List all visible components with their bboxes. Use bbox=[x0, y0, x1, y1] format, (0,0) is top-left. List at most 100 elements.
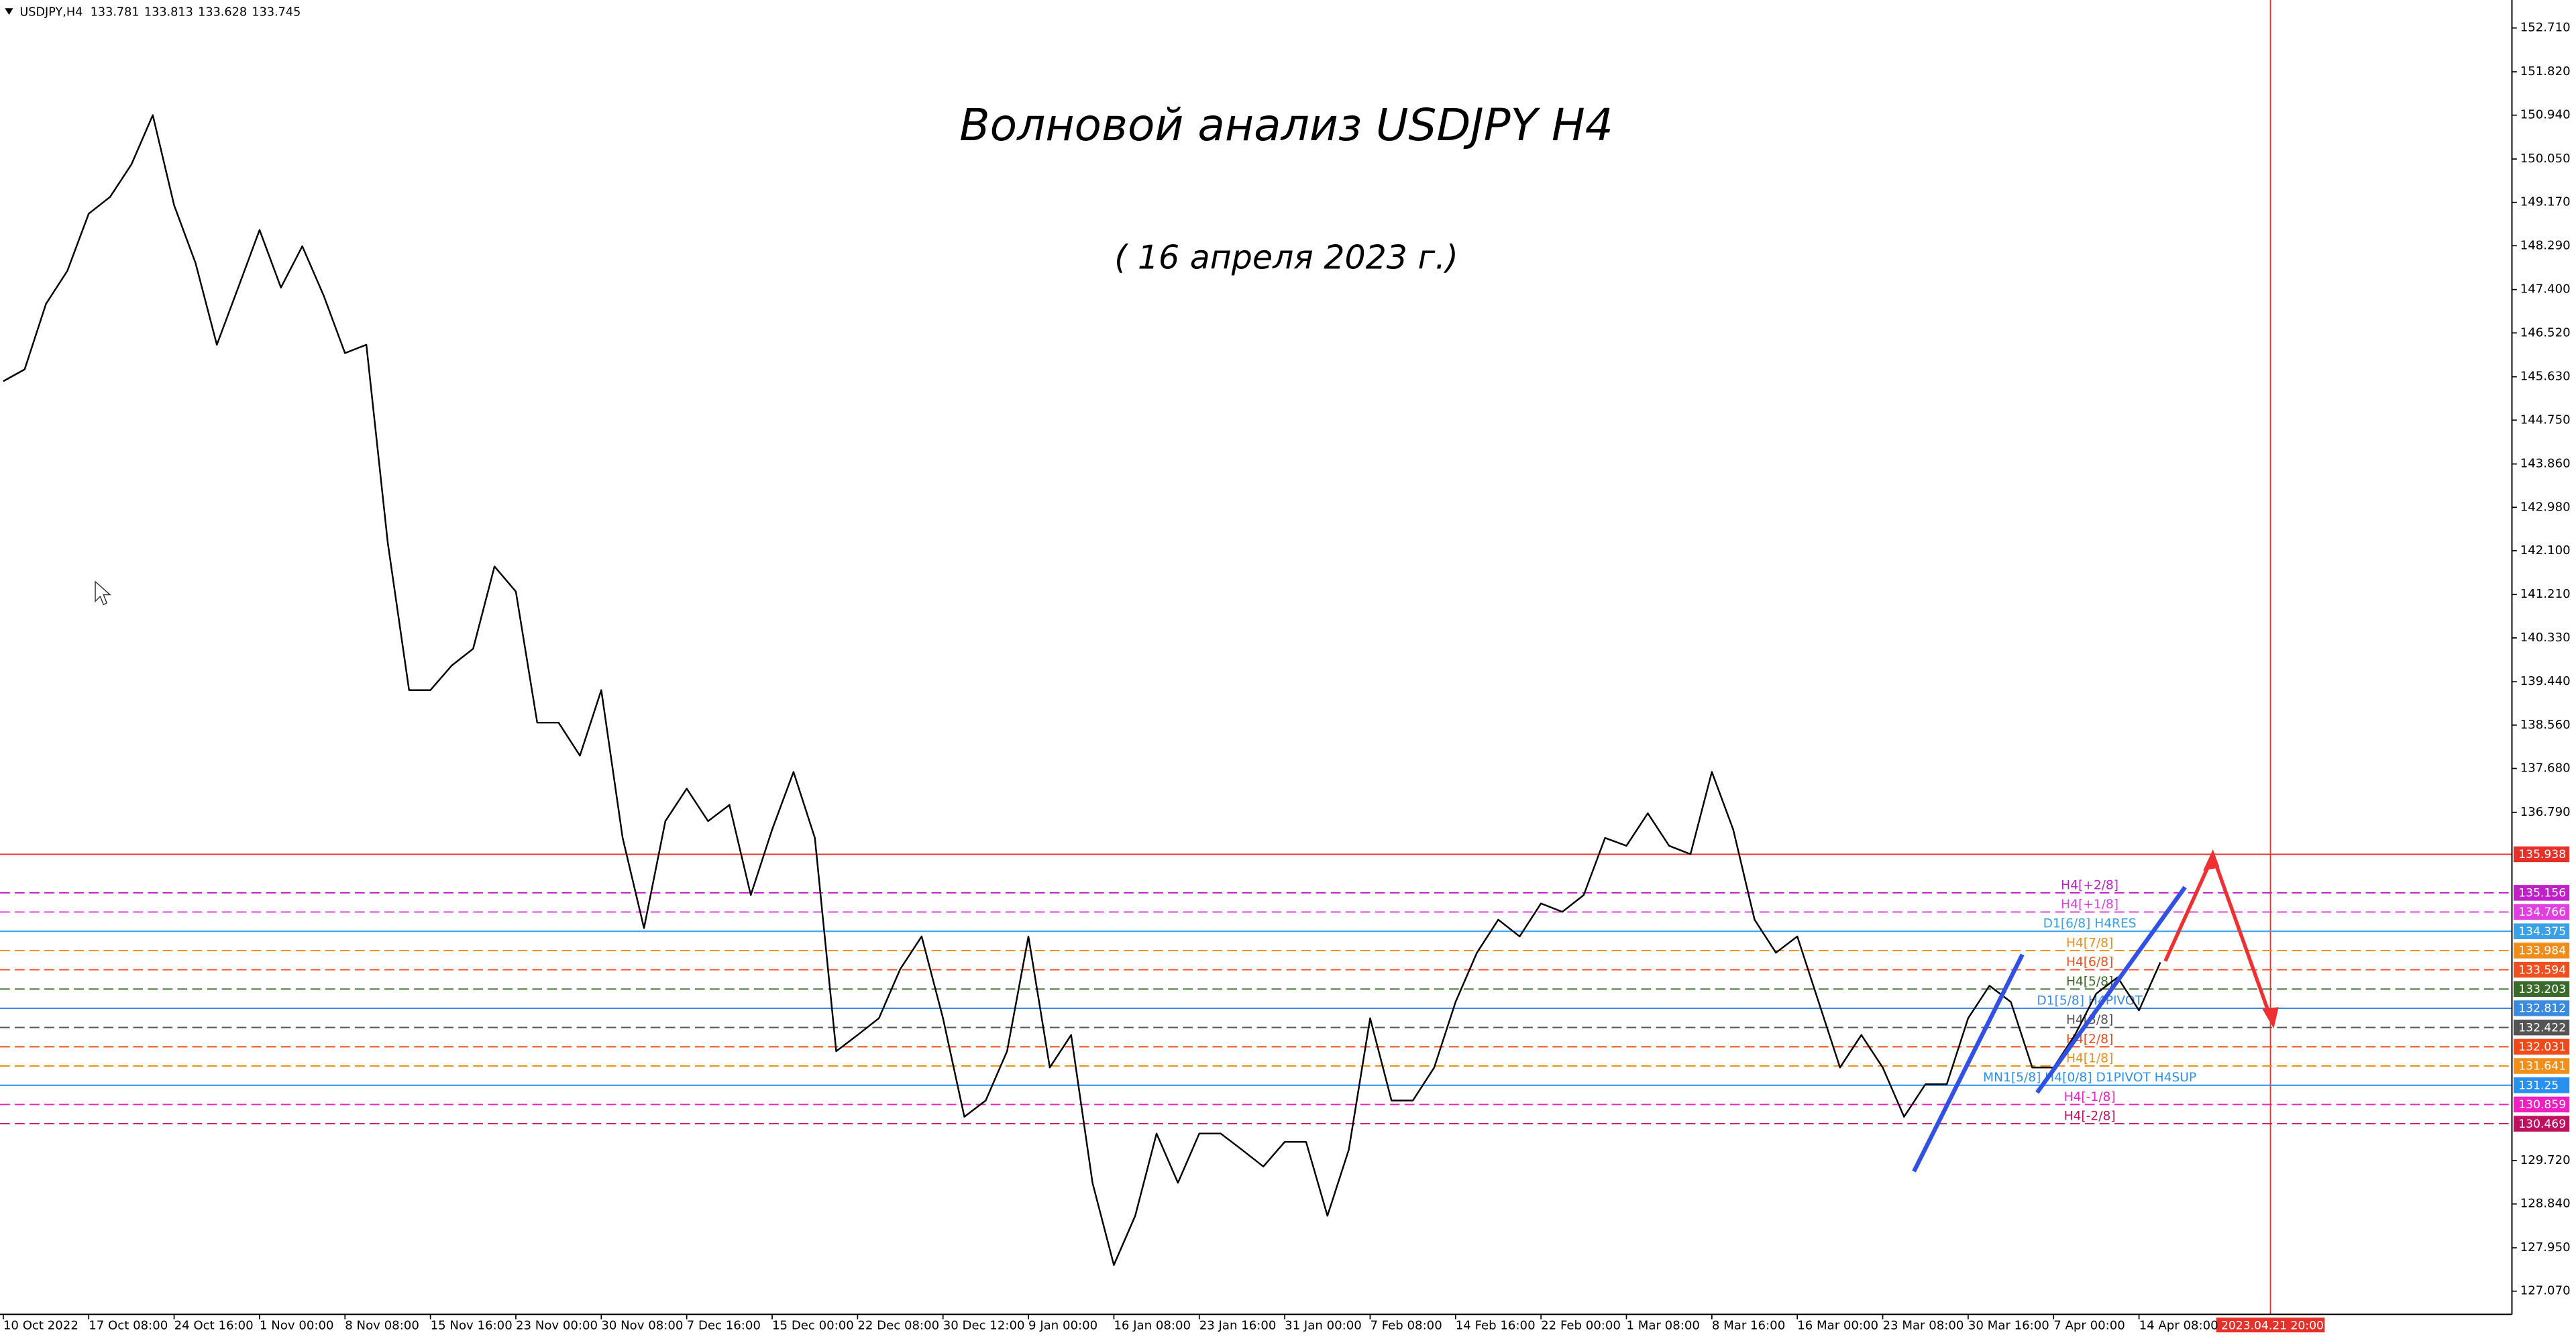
level-label: H4[-2/8] bbox=[2064, 1110, 2116, 1124]
level-box bbox=[2513, 904, 2570, 920]
level-box bbox=[2513, 1077, 2570, 1093]
y-tick-label: 128.840 bbox=[2520, 1197, 2571, 1211]
level-label: D1[6/8] H4RES bbox=[2043, 917, 2137, 931]
x-tick-label: 9 Jan 00:00 bbox=[1028, 1318, 1097, 1332]
x-tick-label: 7 Dec 16:00 bbox=[687, 1318, 761, 1332]
level-label: H4[-1/8] bbox=[2064, 1090, 2116, 1104]
y-tick-label: 150.050 bbox=[2520, 152, 2571, 166]
y-tick-label: 140.330 bbox=[2520, 631, 2571, 645]
chart-title: Волновой анализ USDJPY H4 bbox=[959, 99, 1613, 151]
symbol: USDJPY,H4 bbox=[19, 5, 83, 19]
level-box bbox=[2513, 1116, 2570, 1132]
x-tick-label: 22 Dec 08:00 bbox=[857, 1318, 939, 1332]
level-box-label: 131.641 bbox=[2518, 1060, 2566, 1073]
y-tick-label: 152.710 bbox=[2520, 21, 2571, 35]
chart-subtitle: ( 16 апреля 2023 г.) bbox=[1114, 238, 1458, 276]
level-box-label: 135.938 bbox=[2518, 848, 2566, 861]
level-box-label: 135.156 bbox=[2518, 887, 2566, 900]
level-box-label: 130.859 bbox=[2518, 1098, 2566, 1112]
trend-line bbox=[1912, 953, 2025, 1173]
x-tick-label: 17 Oct 08:00 bbox=[89, 1318, 168, 1332]
level-box-label: 133.984 bbox=[2518, 945, 2566, 958]
y-tick-label: 127.070 bbox=[2520, 1284, 2571, 1298]
level-label: H4[5/8] bbox=[2066, 975, 2113, 989]
ohlc-value: 133.781 bbox=[91, 5, 140, 19]
x-tick-label: 30 Mar 16:00 bbox=[1968, 1318, 2049, 1332]
x-tick-label: 31 Jan 00:00 bbox=[1285, 1318, 1362, 1332]
level-label: D1[5/8] H4PIVOT bbox=[2037, 994, 2143, 1008]
y-tick-label: 138.560 bbox=[2520, 718, 2571, 732]
level-box-label: 134.375 bbox=[2518, 925, 2566, 939]
x-tick-label: 15 Dec 00:00 bbox=[772, 1318, 854, 1332]
x-tick-label: 23 Nov 00:00 bbox=[516, 1318, 598, 1332]
level-box bbox=[2513, 846, 2570, 863]
time-marker-box bbox=[2216, 1318, 2325, 1333]
x-tick-label: 30 Nov 08:00 bbox=[601, 1318, 683, 1332]
plot bbox=[3, 114, 2161, 1267]
level-label: MN1[5/8] H4[0/8] D1PIVOT H4SUP bbox=[1983, 1071, 2196, 1085]
ohlc-value: 133.628 bbox=[198, 5, 247, 19]
y-tick-label: 142.100 bbox=[2520, 543, 2571, 557]
x-tick-label: 7 Apr 00:00 bbox=[2053, 1318, 2125, 1332]
ohlc-value: 133.745 bbox=[252, 5, 301, 19]
x-tick-label: 1 Nov 00:00 bbox=[260, 1318, 334, 1332]
level-box bbox=[2513, 1038, 2570, 1055]
x-tick-label: 8 Nov 08:00 bbox=[345, 1318, 419, 1332]
arrow-head bbox=[2203, 849, 2220, 871]
y-tick-label: 139.440 bbox=[2520, 674, 2571, 688]
level-box-label: 134.766 bbox=[2518, 906, 2566, 919]
price-line bbox=[3, 114, 2161, 1267]
x-tick-label: 16 Mar 00:00 bbox=[1797, 1318, 1878, 1332]
x-tick-label: 7 Feb 08:00 bbox=[1370, 1318, 1442, 1332]
ohlc: 133.781 133.813 133.628 133.745 bbox=[91, 5, 301, 19]
y-tick-label: 127.950 bbox=[2520, 1240, 2571, 1254]
level-label: H4[6/8] bbox=[2066, 955, 2113, 969]
x-tick-label: 23 Jan 16:00 bbox=[1199, 1318, 1277, 1332]
y-tick-label: 151.820 bbox=[2520, 64, 2571, 78]
level-box bbox=[2513, 961, 2570, 978]
level-box bbox=[2513, 1000, 2570, 1016]
y-tick-label: 129.720 bbox=[2520, 1153, 2571, 1167]
level-box bbox=[2513, 1096, 2570, 1113]
y-tick-label: 145.630 bbox=[2520, 370, 2571, 384]
level-box bbox=[2513, 885, 2570, 901]
x-tick-label: 1 Mar 08:00 bbox=[1626, 1318, 1699, 1332]
level-box-label: 132.812 bbox=[2518, 1002, 2566, 1016]
trend-line bbox=[2035, 886, 2187, 1094]
x-tick-label: 24 Oct 16:00 bbox=[174, 1318, 254, 1332]
level-box-label: 132.031 bbox=[2518, 1040, 2566, 1054]
y-tick-label: 150.940 bbox=[2520, 108, 2571, 122]
x-tick-label: 8 Mar 16:00 bbox=[1712, 1318, 1785, 1332]
y-tick-label: 137.680 bbox=[2520, 761, 2571, 775]
cursor bbox=[95, 580, 112, 606]
x-tick-label: 10 Oct 2022 bbox=[3, 1318, 78, 1332]
y-tick-label: 136.790 bbox=[2520, 805, 2571, 819]
y-tick-label: 143.860 bbox=[2520, 457, 2571, 471]
y-tick-label: 149.170 bbox=[2520, 195, 2571, 209]
level-label: H4[+2/8] bbox=[2061, 878, 2118, 892]
x-tick-label: 15 Nov 16:00 bbox=[431, 1318, 513, 1332]
level-box bbox=[2513, 923, 2570, 939]
x-tick-label: 22 Feb 00:00 bbox=[1541, 1318, 1621, 1332]
y-tick-label: 141.210 bbox=[2520, 587, 2571, 601]
time-marker-label: 2023.04.21 20:00 bbox=[2221, 1319, 2324, 1332]
y-tick-label: 142.980 bbox=[2520, 500, 2571, 514]
level-box-label: 133.203 bbox=[2518, 983, 2566, 996]
y-tick-label: 144.750 bbox=[2520, 413, 2571, 427]
level-box bbox=[2513, 1058, 2570, 1074]
y-tick-label: 146.520 bbox=[2520, 325, 2571, 339]
x-tick-label: 30 Dec 12:00 bbox=[943, 1318, 1025, 1332]
x-tick-label: 14 Feb 16:00 bbox=[1456, 1318, 1536, 1332]
ohlc-value: 133.813 bbox=[144, 5, 193, 19]
level-box-label: 132.422 bbox=[2518, 1021, 2566, 1034]
x-tick-label: 23 Mar 08:00 bbox=[1883, 1318, 1964, 1332]
levels: H4[+2/8] H4[+1/8] D1[6/8] H4RES H4[7/8] H4[6… bbox=[0, 853, 2512, 1125]
level-box bbox=[2513, 981, 2570, 998]
level-label: H4[1/8] bbox=[2066, 1051, 2113, 1065]
level-box bbox=[2513, 1019, 2570, 1036]
y-tick-label: 147.400 bbox=[2520, 282, 2571, 297]
x-tick-label: 16 Jan 08:00 bbox=[1114, 1318, 1191, 1332]
